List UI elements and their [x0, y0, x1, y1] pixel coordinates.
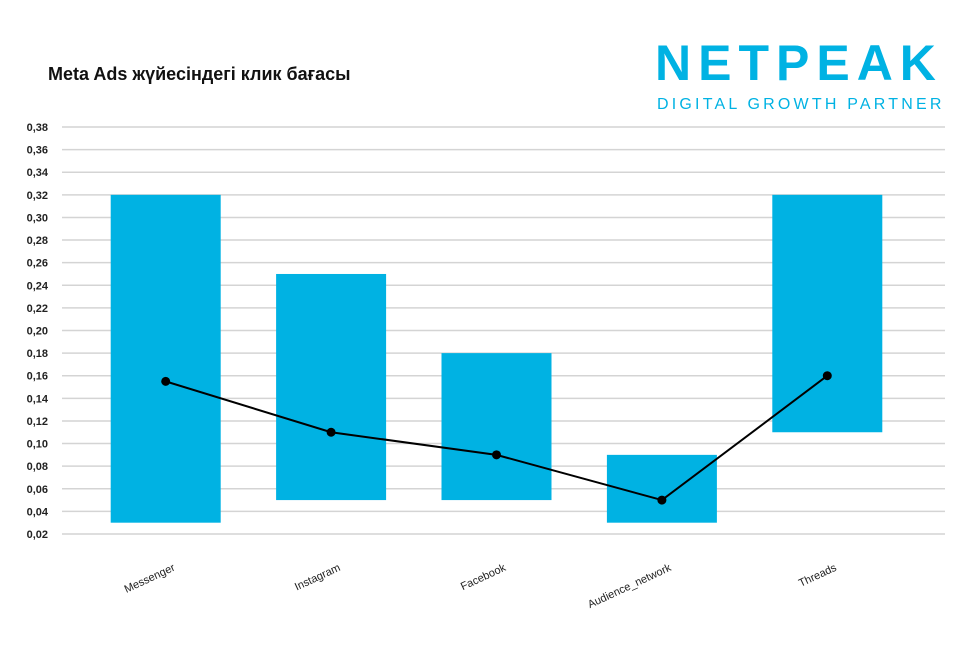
- y-tick-label: 0,38: [27, 122, 48, 134]
- range-bar: [110, 194, 221, 523]
- y-tick-label: 0,10: [27, 439, 48, 451]
- y-tick-label: 0,16: [27, 371, 48, 383]
- line-point: [657, 495, 667, 505]
- y-tick-label: 0,22: [27, 303, 48, 315]
- y-tick-label: 0,30: [27, 212, 48, 224]
- y-tick-label: 0,02: [27, 529, 48, 541]
- range-bar: [772, 194, 883, 433]
- line-point: [822, 371, 832, 381]
- range-bar: [606, 454, 717, 523]
- y-tick-label: 0,32: [27, 190, 48, 202]
- y-tick-label: 0,12: [27, 416, 48, 428]
- y-tick-label: 0,20: [27, 326, 48, 338]
- y-tick-label: 0,06: [27, 484, 48, 496]
- x-tick-label: Instagram: [293, 562, 342, 594]
- x-tick-label: Messenger: [123, 562, 178, 596]
- line-point: [492, 450, 501, 460]
- x-tick-label: Threads: [797, 562, 839, 590]
- x-tick-label: Facebook: [459, 562, 508, 594]
- y-tick-label: 0,24: [27, 280, 49, 292]
- logo-wordmark: NETPEAK: [655, 35, 943, 91]
- netpeak-logo: NETPEAK DIGITAL GROWTH PARTNER: [655, 36, 945, 116]
- y-tick-label: 0,08: [27, 461, 48, 473]
- y-tick-label: 0,18: [27, 348, 48, 360]
- line-point: [326, 427, 336, 437]
- range-bar: [276, 273, 387, 501]
- y-tick-label: 0,14: [27, 393, 49, 405]
- y-tick-label: 0,28: [27, 235, 48, 247]
- y-tick-label: 0,04: [27, 506, 49, 518]
- chart-title: Meta Ads жүйесіндегі клик бағасы: [48, 64, 351, 84]
- line-point: [161, 376, 171, 386]
- y-tick-label: 0,34: [27, 167, 49, 179]
- logo-tagline: DIGITAL GROWTH PARTNER: [657, 96, 945, 113]
- range-bar: [441, 353, 552, 501]
- x-tick-label: Audience_network: [586, 562, 674, 611]
- y-tick-label: 0,36: [27, 145, 48, 157]
- y-tick-label: 0,26: [27, 258, 48, 270]
